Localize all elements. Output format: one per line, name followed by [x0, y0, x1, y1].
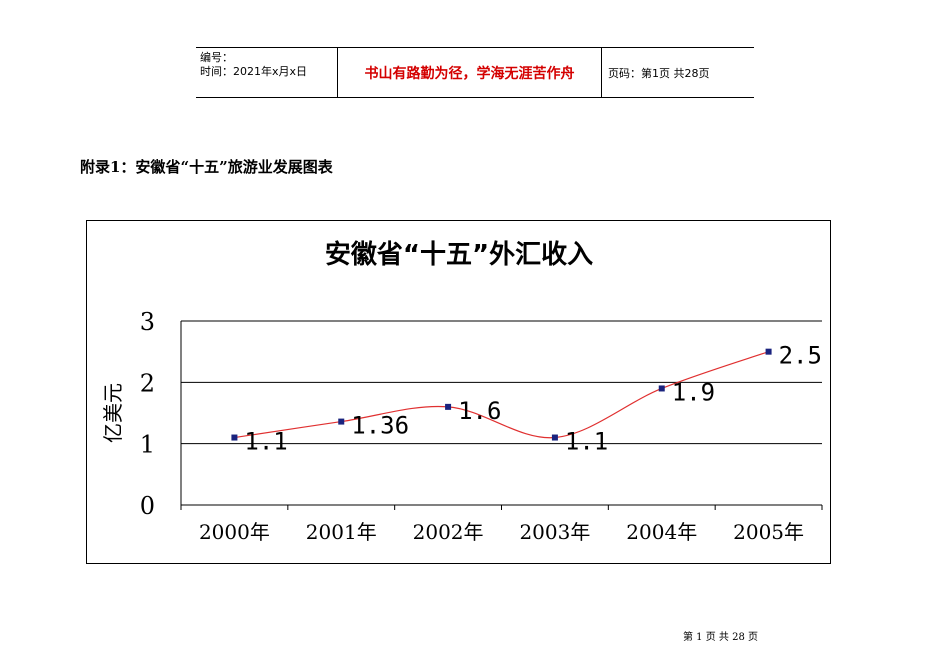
x-tick-label: 2001年	[306, 520, 377, 544]
page-info-text: 页码：第1页 共28页	[608, 66, 710, 80]
data-label: 1.6	[458, 397, 501, 425]
y-tick-label: 2	[140, 369, 155, 397]
data-point	[658, 385, 665, 392]
y-tick-label: 1	[140, 431, 155, 459]
data-label: 1.1	[244, 428, 287, 456]
y-tick-label: 0	[140, 492, 155, 520]
page-info-cell: 页码：第1页 共28页	[602, 48, 754, 97]
chart-svg: 安徽省“十五”外汇收入 亿美元 0 1 2 3 2000年 2001年 2002年 2003年…	[101, 240, 823, 544]
data-point	[445, 403, 452, 410]
appendix-heading: 附录1：安徽省“十五”旅游业发展图表	[80, 158, 333, 176]
chart-title: 安徽省“十五”外汇收入	[325, 240, 593, 270]
data-label: 1.1	[565, 428, 608, 456]
data-point	[765, 348, 772, 355]
chart-frame: 安徽省“十五”外汇收入 亿美元 0 1 2 3 2000年 2001年 2002年 2003年…	[86, 220, 831, 564]
data-label: 2.5	[779, 342, 822, 370]
plot-area: 0 1 2 3 2000年 2001年 2002年 2003年 2004年 2005年 1.1 1.3…	[140, 308, 823, 544]
y-tick-label: 3	[140, 308, 155, 336]
data-point	[551, 434, 558, 441]
x-tick-label: 2002年	[413, 520, 484, 544]
data-point	[231, 434, 238, 441]
code-label: 编号：	[200, 51, 233, 64]
motto-text: 书山有路勤为径，学海无涯苦作舟	[364, 65, 575, 82]
page-header: 编号： 时间：2021年x月x日 书山有路勤为径，学海无涯苦作舟 页码：第1页 …	[196, 47, 754, 98]
data-label: 1.36	[351, 412, 409, 440]
page-footer: 第 1 页 共 28 页	[683, 632, 758, 643]
x-tick-label: 2004年	[626, 520, 697, 544]
y-axis-label: 亿美元	[101, 383, 125, 443]
series-line	[234, 351, 769, 439]
motto-cell: 书山有路勤为径，学海无涯苦作舟	[338, 48, 602, 97]
header-info-cell: 编号： 时间：2021年x月x日	[196, 48, 338, 97]
data-label: 1.9	[672, 378, 715, 406]
time-label: 时间：2021年x月x日	[200, 65, 308, 78]
data-point	[338, 418, 345, 425]
x-tick-label: 2003年	[519, 520, 590, 544]
x-tick-label: 2000年	[199, 520, 270, 544]
x-tick-label: 2005年	[733, 520, 804, 544]
